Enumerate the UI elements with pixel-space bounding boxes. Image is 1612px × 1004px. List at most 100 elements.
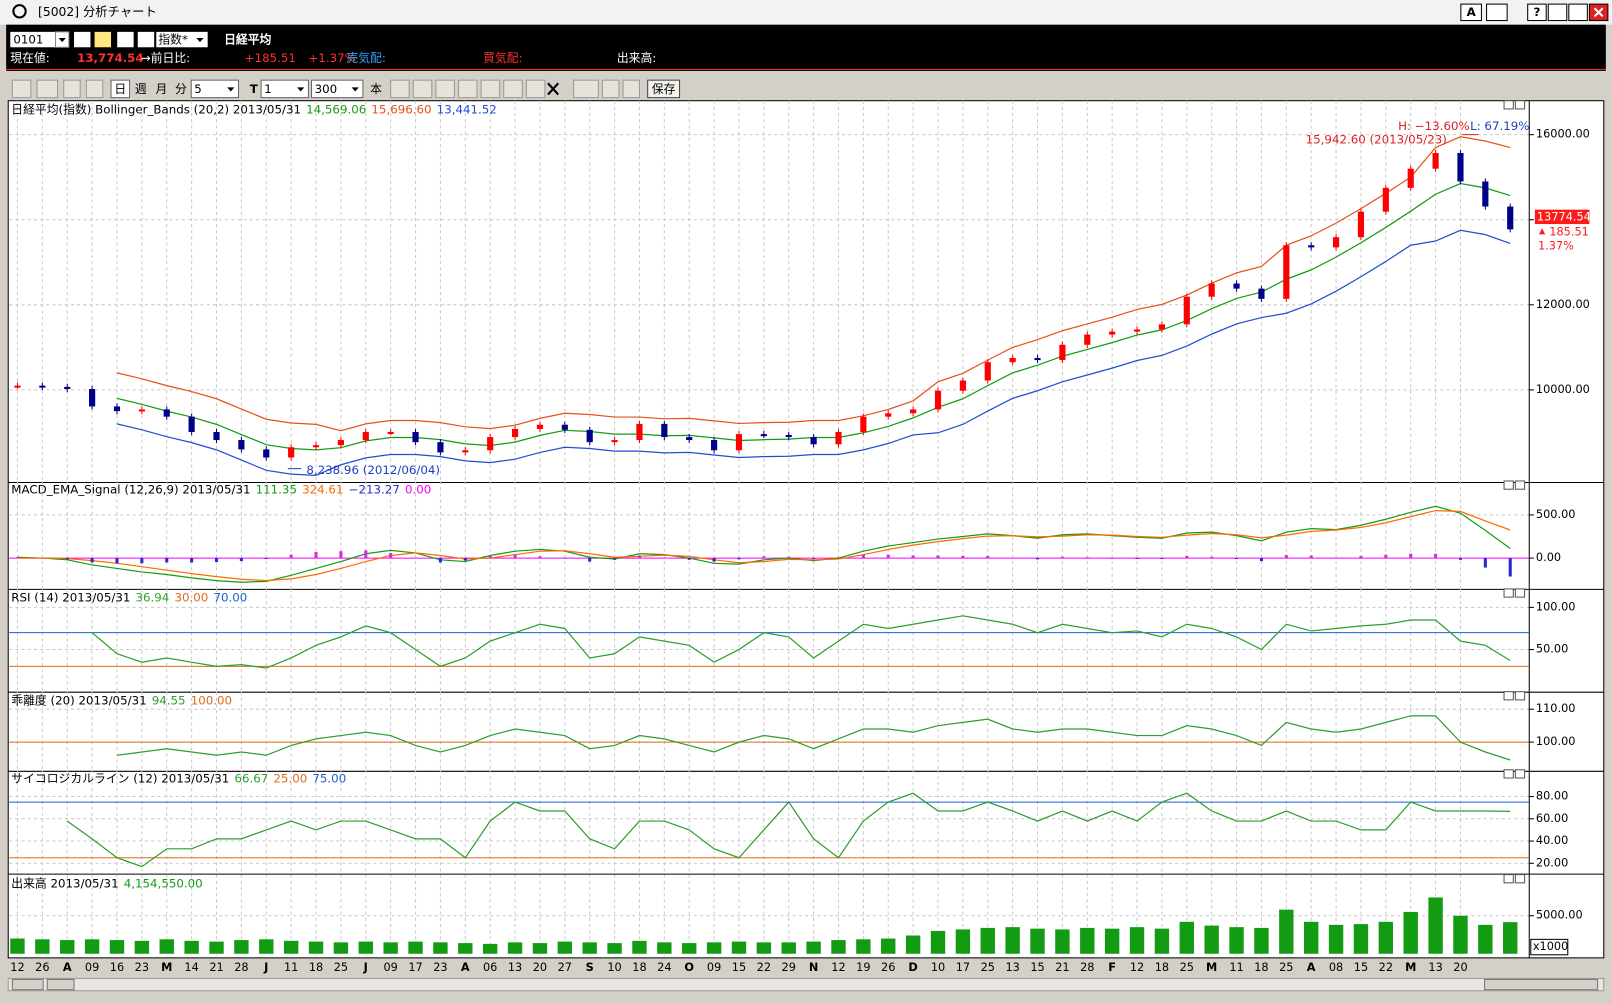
histogram-bar: [1284, 555, 1288, 559]
panel-close[interactable]: [1514, 874, 1526, 884]
x-tick-label: 27: [558, 961, 572, 974]
icon-button[interactable]: [74, 31, 91, 48]
tool-button[interactable]: [458, 79, 478, 99]
volume-bar: [259, 939, 274, 954]
tool-button[interactable]: [622, 79, 640, 99]
volume-label: 出来高:: [617, 51, 656, 65]
histogram-bar: [1409, 553, 1413, 559]
panel-close[interactable]: [1514, 100, 1526, 110]
volume-bar: [1030, 928, 1045, 954]
y-tick-label: 80.00: [1536, 790, 1568, 803]
volume-bar: [1055, 929, 1070, 954]
x-tick-label: 14: [184, 961, 198, 974]
histogram-bar: [364, 550, 368, 559]
help-button[interactable]: [1527, 3, 1547, 22]
candle: [561, 424, 568, 430]
price: 13,774.54: [77, 51, 144, 65]
tool-button[interactable]: [11, 79, 32, 99]
x-tick-label: 09: [383, 961, 397, 974]
panel-minimize[interactable]: [1503, 769, 1514, 779]
candle: [984, 362, 991, 381]
histogram-bar: [463, 558, 467, 561]
candle: [636, 423, 643, 441]
tool-button[interactable]: [503, 79, 523, 99]
histogram-bar: [140, 558, 144, 564]
histogram-bar: [538, 556, 542, 559]
x-tick-label: 22: [1379, 961, 1393, 974]
panel-close[interactable]: [1514, 691, 1526, 701]
span-dropdown[interactable]: [260, 79, 309, 99]
panel-minimize[interactable]: [1503, 100, 1514, 110]
series-group: [15, 505, 1512, 583]
candle: [1133, 329, 1141, 332]
panel-close[interactable]: [1514, 769, 1526, 779]
volume-bar: [507, 942, 523, 954]
x-tick-label: 20: [533, 961, 547, 974]
candle: [113, 406, 121, 412]
volume-bar: [109, 940, 125, 954]
x-tick-label: 12: [1130, 961, 1144, 974]
candle: [735, 434, 743, 451]
icon-button[interactable]: [94, 31, 112, 48]
candle: [238, 440, 245, 450]
maximize-button[interactable]: [1568, 3, 1588, 22]
x-tick-label: 11: [1229, 961, 1243, 974]
panel-minimize[interactable]: [1503, 874, 1514, 884]
scroll-left[interactable]: [46, 978, 75, 991]
candle: [959, 380, 966, 391]
tool-button[interactable]: [36, 79, 59, 99]
volume-bar: [930, 930, 946, 954]
volume-bar: [1478, 924, 1493, 954]
tool-button[interactable]: [435, 79, 455, 99]
x-tick-label: 06: [483, 961, 497, 974]
histogram-bar: [737, 558, 741, 560]
code-input[interactable]: [10, 31, 56, 48]
tool-button[interactable]: [390, 79, 410, 99]
tool-button[interactable]: [601, 79, 620, 99]
volume-bar: [756, 942, 772, 954]
font-button[interactable]: [1460, 3, 1482, 22]
kind-dropdown[interactable]: [156, 31, 208, 48]
count-unit: 本: [370, 82, 382, 96]
panel-minimize[interactable]: [1503, 588, 1514, 598]
period-button[interactable]: [110, 79, 131, 99]
tool-button[interactable]: [412, 79, 433, 99]
candle: [1059, 344, 1066, 361]
volume-bar: [532, 943, 548, 954]
icon-button[interactable]: [117, 31, 134, 48]
minutes-dropdown[interactable]: [190, 79, 240, 99]
series-line: [116, 136, 1511, 432]
scroll-thumb[interactable]: [11, 978, 44, 991]
histogram-bar: [1259, 558, 1263, 562]
tool-button[interactable]: [85, 79, 104, 99]
panel-minimize[interactable]: [1503, 480, 1514, 490]
candle: [362, 431, 369, 441]
volume-bar: [1204, 925, 1219, 954]
tool-button[interactable]: [480, 79, 501, 99]
candle: [810, 437, 817, 445]
minimize-button[interactable]: [1547, 3, 1568, 22]
tool-button[interactable]: [63, 79, 81, 99]
tool-button[interactable]: [525, 79, 546, 99]
panel-minimize[interactable]: [1503, 691, 1514, 701]
histogram-bar: [1160, 558, 1164, 559]
volume-bar: [1129, 927, 1145, 954]
tool-button[interactable]: [573, 79, 599, 99]
legend-entry: 94.55: [152, 693, 186, 707]
delete-icon[interactable]: [547, 82, 559, 96]
copy-button[interactable]: [1486, 3, 1508, 22]
volume-bar: [1328, 924, 1344, 954]
candle: [511, 428, 519, 438]
volume-bar: [134, 940, 150, 954]
save-button[interactable]: [647, 79, 681, 99]
scroll-controls[interactable]: [1484, 978, 1599, 991]
icon-button[interactable]: [137, 31, 155, 48]
count-dropdown[interactable]: [310, 79, 364, 99]
volume-bar: [383, 942, 398, 954]
panel-close[interactable]: [1514, 588, 1526, 598]
panel-close[interactable]: [1514, 480, 1526, 490]
candle: [14, 385, 21, 388]
scrollbar[interactable]: [7, 977, 1605, 992]
histogram-bar: [289, 554, 293, 559]
